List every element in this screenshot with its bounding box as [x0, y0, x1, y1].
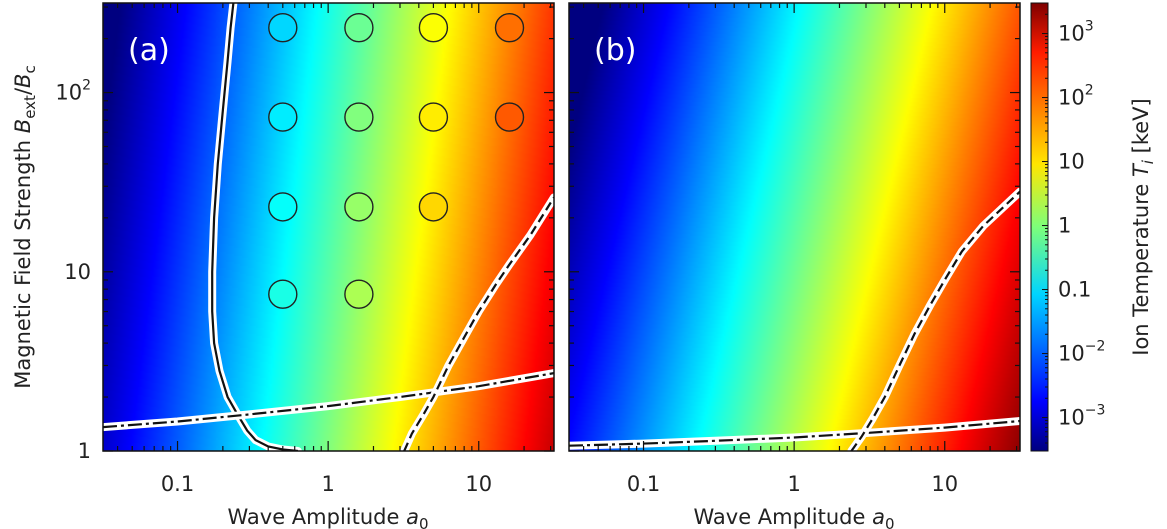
points-a	[268, 13, 525, 309]
x-tick-label: 1	[321, 472, 334, 496]
y-tick-label: 1	[78, 439, 91, 463]
x-tick-label: 1	[787, 472, 800, 496]
x-tick-label: 0.1	[161, 472, 194, 496]
panel-a: 0.1 1 10 1 10 102 (a) Wave Amplitude a0 Magne…	[11, 2, 555, 529]
panel-b-label: (b)	[594, 33, 636, 68]
panel-b: 0.1 1 10 (b) Wave Amplitude a0	[568, 2, 1021, 529]
panel-a-label: (a)	[128, 33, 170, 68]
heatmap-a	[103, 3, 554, 451]
colorbar-tick-label: 10	[1058, 150, 1085, 174]
data-point	[268, 102, 298, 132]
y-tick-label: 10	[64, 260, 91, 284]
colorbar-tick-label: 102	[1058, 83, 1094, 110]
heatmap-b	[569, 3, 1020, 451]
colorbar-scale	[1030, 2, 1049, 452]
ticks-a: 0.1 1 10 1 10 102	[55, 3, 554, 496]
data-point	[494, 13, 525, 43]
y-tick-label: 102	[55, 78, 91, 105]
colorbar-ticks: 10−3 10−2 0.1 1 10 102 103	[1042, 2, 1105, 452]
curve-dashed	[850, 190, 1020, 451]
colorbar-tick-label: 0.1	[1058, 278, 1091, 302]
data-point	[418, 192, 449, 222]
colorbar-label: Ion Temperature Ti [keV]	[1129, 98, 1157, 356]
data-point	[494, 102, 525, 132]
data-point	[344, 192, 374, 222]
curve-solid	[211, 3, 299, 451]
data-point	[268, 279, 298, 309]
x-tick-label: 10	[931, 472, 958, 496]
curve-dashed	[403, 196, 554, 451]
curve-dashdot	[569, 419, 1020, 447]
data-point	[268, 192, 298, 222]
panel-b-xlabel: Wave Amplitude a0	[693, 505, 894, 529]
panel-a-xlabel: Wave Amplitude a0	[227, 505, 428, 529]
curve-dashdot	[103, 372, 554, 429]
colorbar-tick-label: 10−2	[1058, 339, 1105, 366]
data-point	[344, 13, 374, 43]
x-tick-label: 10	[465, 472, 492, 496]
data-point	[268, 13, 298, 43]
ticks-b: 0.1 1 10	[569, 3, 1020, 496]
x-tick-label: 0.1	[627, 472, 660, 496]
colorbar: 10−3 10−2 0.1 1 10 102 103 Ion Temperature Ti …	[1030, 2, 1157, 452]
colorbar-tick-label: 10−3	[1058, 403, 1105, 430]
colorbar-tick-label: 1	[1058, 214, 1071, 238]
data-point	[418, 13, 449, 43]
data-point	[344, 102, 374, 132]
colorbar-tick-label: 103	[1058, 19, 1094, 46]
data-point	[344, 279, 374, 309]
curves-a	[103, 3, 554, 451]
data-point	[418, 102, 449, 132]
panel-a-ylabel: Magnetic Field Strength Bext/Bc	[11, 65, 39, 388]
